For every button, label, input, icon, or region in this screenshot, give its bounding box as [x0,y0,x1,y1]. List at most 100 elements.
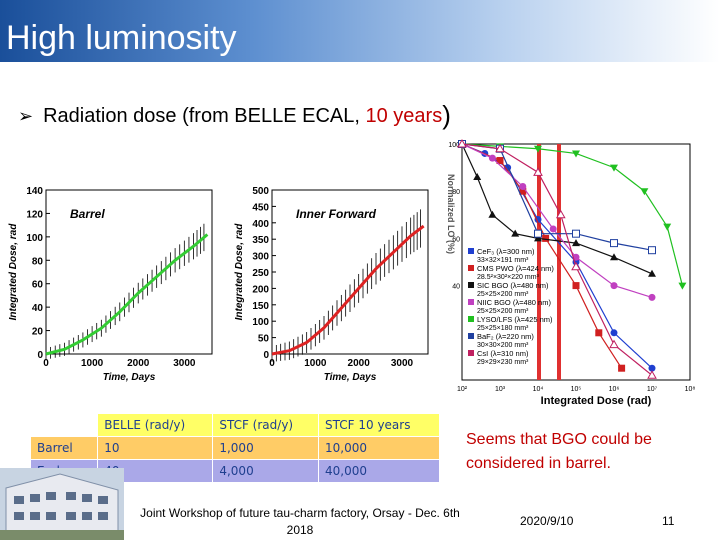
data-point [610,164,618,172]
plot-frame [45,189,213,355]
y-tick-label: 150 [252,301,269,312]
y-tick-label: 40 [32,303,44,314]
x-axis-label: Time, Days [324,372,377,383]
y-axis-label: Normalized LO (%) [446,174,456,254]
data-point [549,225,557,233]
building-photo [0,468,124,540]
data-point [648,364,656,372]
page-number: 11 [662,514,675,528]
x-tick-label: 10⁸ [685,386,696,393]
y-tick-label: 0 [263,350,269,361]
bgo-note: Seems that BGO could be considered in ba… [466,431,652,472]
bullet-text: Radiation dose (from BELLE ECAL, [43,105,366,127]
legend-label: NIIC BGO (λ=480 nm) [477,298,551,307]
x-tick-label: 1000 [81,358,104,369]
x-axis-label: Time, Days [103,372,156,383]
data-point [663,223,672,231]
data-point [610,253,618,261]
legend-marker [468,265,474,271]
bullet-highlight: 10 years [365,105,443,127]
legend-sublabel: 29×29×230 mm³ [477,359,529,366]
legend-marker [468,350,474,356]
lo-series-line [461,143,653,275]
y-tick-label: 450 [252,202,269,213]
data-point [519,182,527,190]
table-header-cell: STCF (rad/y) [212,413,320,437]
data-point [534,145,542,153]
y-tick-label: 80 [32,256,44,267]
legend-label: CsI (λ=310 nm) [477,349,529,358]
x-tick-label: 2000 [127,358,150,369]
arrow-bullet-icon: ➢ [18,106,34,126]
lo-series-line [461,143,683,286]
highlight-bar [557,144,561,380]
data-point [488,210,497,218]
bullet-close: ) [442,100,451,130]
plot-frame [271,189,429,355]
highlight-bar [537,144,541,380]
data-point [618,364,626,372]
y-tick-label: 140 [26,186,43,197]
chart-title: Inner Forward [296,207,377,221]
data-point [648,293,656,301]
data-point [511,229,520,237]
x-tick-label: 0 [269,358,275,369]
data-point [488,154,496,162]
data-point [648,246,656,255]
footer-date: 2020/9/10 [520,514,574,528]
dose-table: BELLE (rad/y) STCF (rad/y) STCF 10 years… [29,413,440,483]
legend-sublabel: 28.5²×30²×220 mm³ [477,274,540,281]
table-cell: 40,000 [318,459,440,483]
data-point [610,282,618,290]
x-axis-label: Integrated Dose (rad) [541,395,652,407]
legend-marker [468,282,474,288]
legend-label: LYSO/LFS (λ=425 nm) [477,315,553,324]
data-point [648,269,656,277]
data-point [571,261,581,271]
legend-sublabel: 25×25×180 mm³ [477,325,529,332]
data-point [572,282,580,290]
y-tick-label: 120 [26,209,43,220]
table-header-cell: STCF 10 years [318,413,440,437]
x-tick-label: 0 [43,358,49,369]
data-point [534,234,542,242]
y-tick-label: 300 [252,252,269,263]
x-tick-label: 3000 [391,358,414,369]
data-point [519,187,527,195]
x-tick-label: 1000 [304,358,327,369]
legend-label: BaF₂ (λ=220 nm) [477,332,534,341]
data-point [595,329,603,337]
y-tick-label: 100 [448,142,460,149]
table-header-cell: BELLE (rad/y) [97,413,214,437]
data-point [457,138,467,148]
x-tick-label: 10⁶ [609,386,620,393]
legend-sublabel: 25×25×200 mm³ [477,291,529,298]
table-cell: 4,000 [212,459,320,483]
x-tick-label: 10⁴ [533,386,544,393]
data-point [534,229,542,238]
y-tick-label: 100 [26,233,43,244]
dose-series-line [271,224,425,356]
data-point [496,157,504,165]
y-tick-label: 60 [32,280,44,291]
dose-series-line [45,233,209,356]
chart-title: Barrel [70,207,105,221]
legend-sublabel: 33×32×191 mm³ [477,257,529,264]
slide-title: High luminosity [6,19,237,57]
data-point [533,167,543,176]
data-point [678,282,687,290]
data-point [572,229,580,238]
y-tick-label: 40 [452,284,460,291]
data-point [647,370,657,379]
y-axis-label: Integrated Dose, rad [8,223,19,321]
table-cell: 10,000 [318,436,440,460]
x-tick-label: 10³ [495,386,506,393]
data-point [572,239,580,247]
legend-label: SIC BGO (λ=480 nm) [477,281,549,290]
legend-label: CMS PWO (λ=424 nm) [477,264,554,273]
x-tick-label: 10⁵ [571,386,582,393]
data-point [473,173,482,181]
legend-label: CeF₃ (λ=300 nm) [477,247,535,256]
y-axis-label: Integrated Dose, rad [234,223,245,321]
y-tick-label: 200 [252,284,269,295]
